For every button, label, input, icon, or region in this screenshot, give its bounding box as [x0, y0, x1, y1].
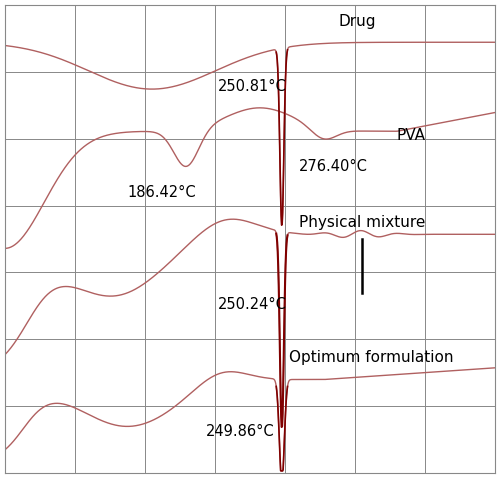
- Text: Physical mixture: Physical mixture: [299, 215, 426, 230]
- Text: 249.86°C: 249.86°C: [206, 424, 274, 438]
- Text: 186.42°C: 186.42°C: [128, 185, 196, 200]
- Text: Drug: Drug: [338, 14, 376, 29]
- Text: 250.24°C: 250.24°C: [218, 297, 287, 312]
- Text: Optimum formulation: Optimum formulation: [289, 349, 454, 365]
- Text: 276.40°C: 276.40°C: [299, 159, 368, 174]
- Text: 250.81°C: 250.81°C: [218, 79, 287, 94]
- Text: PVA: PVA: [397, 129, 426, 143]
